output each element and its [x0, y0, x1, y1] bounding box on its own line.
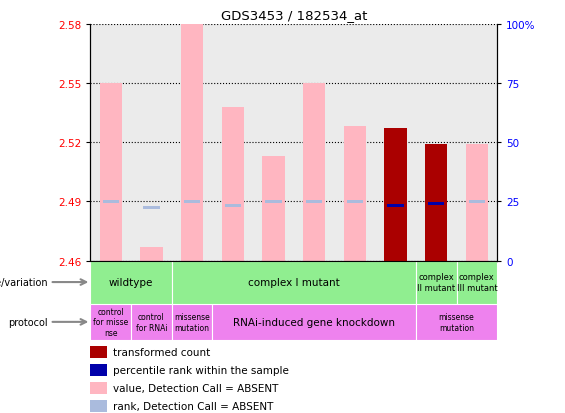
Bar: [428, 202, 444, 206]
Bar: [131, 25, 172, 261]
Bar: [466, 145, 488, 261]
Bar: [416, 25, 457, 261]
Bar: [253, 261, 294, 304]
Bar: [266, 200, 281, 204]
Bar: [384, 129, 407, 261]
Bar: [212, 25, 253, 261]
Text: complex
II mutant: complex II mutant: [417, 273, 455, 292]
Bar: [131, 304, 172, 340]
Bar: [99, 84, 122, 261]
Bar: [90, 25, 131, 261]
Bar: [334, 25, 375, 261]
Title: GDS3453 / 182534_at: GDS3453 / 182534_at: [220, 9, 367, 22]
Text: value, Detection Call = ABSENT: value, Detection Call = ABSENT: [113, 383, 278, 393]
Bar: [172, 304, 212, 340]
Text: rank, Detection Call = ABSENT: rank, Detection Call = ABSENT: [113, 401, 273, 411]
Bar: [469, 200, 485, 204]
Bar: [375, 261, 416, 304]
Bar: [416, 261, 457, 304]
Bar: [144, 206, 159, 209]
Text: control
for RNAi: control for RNAi: [136, 312, 167, 332]
Bar: [90, 382, 107, 394]
Bar: [416, 304, 497, 340]
Bar: [131, 261, 172, 304]
Bar: [425, 145, 447, 261]
Text: missense
mutation: missense mutation: [174, 312, 210, 332]
Text: RNAi-induced gene knockdown: RNAi-induced gene knockdown: [233, 317, 395, 327]
Bar: [172, 261, 416, 304]
Bar: [181, 25, 203, 261]
Bar: [184, 200, 200, 204]
Bar: [140, 247, 163, 261]
Bar: [90, 304, 131, 340]
Bar: [294, 25, 334, 261]
Bar: [334, 304, 375, 340]
Text: genotype/variation: genotype/variation: [0, 278, 47, 287]
Bar: [90, 364, 107, 376]
Bar: [303, 84, 325, 261]
Text: control
for misse
nse: control for misse nse: [93, 307, 128, 337]
Bar: [262, 157, 285, 261]
Bar: [375, 304, 416, 340]
Bar: [131, 304, 172, 340]
Bar: [416, 304, 457, 340]
Bar: [90, 346, 107, 358]
Bar: [334, 261, 375, 304]
Bar: [103, 200, 119, 204]
Bar: [457, 261, 497, 304]
Text: complex I mutant: complex I mutant: [248, 278, 340, 287]
Bar: [221, 107, 244, 261]
Bar: [253, 304, 294, 340]
Bar: [172, 304, 212, 340]
Text: wildtype: wildtype: [109, 278, 153, 287]
Text: missense
mutation: missense mutation: [438, 312, 475, 332]
Bar: [225, 204, 241, 208]
Bar: [416, 261, 457, 304]
Bar: [375, 25, 416, 261]
Bar: [212, 304, 253, 340]
Bar: [90, 400, 107, 412]
Bar: [294, 304, 334, 340]
Bar: [347, 200, 363, 204]
Bar: [90, 304, 131, 340]
Bar: [172, 261, 212, 304]
Bar: [344, 127, 366, 261]
Bar: [306, 200, 322, 204]
Bar: [294, 261, 334, 304]
Bar: [457, 304, 497, 340]
Bar: [457, 25, 497, 261]
Text: transformed count: transformed count: [113, 347, 210, 357]
Bar: [457, 261, 497, 304]
Bar: [212, 304, 416, 340]
Bar: [253, 25, 294, 261]
Text: percentile rank within the sample: percentile rank within the sample: [113, 365, 289, 375]
Bar: [90, 261, 172, 304]
Text: complex
III mutant: complex III mutant: [457, 273, 497, 292]
Bar: [388, 204, 403, 208]
Bar: [172, 25, 212, 261]
Text: protocol: protocol: [8, 317, 47, 327]
Bar: [90, 261, 131, 304]
Bar: [212, 261, 253, 304]
